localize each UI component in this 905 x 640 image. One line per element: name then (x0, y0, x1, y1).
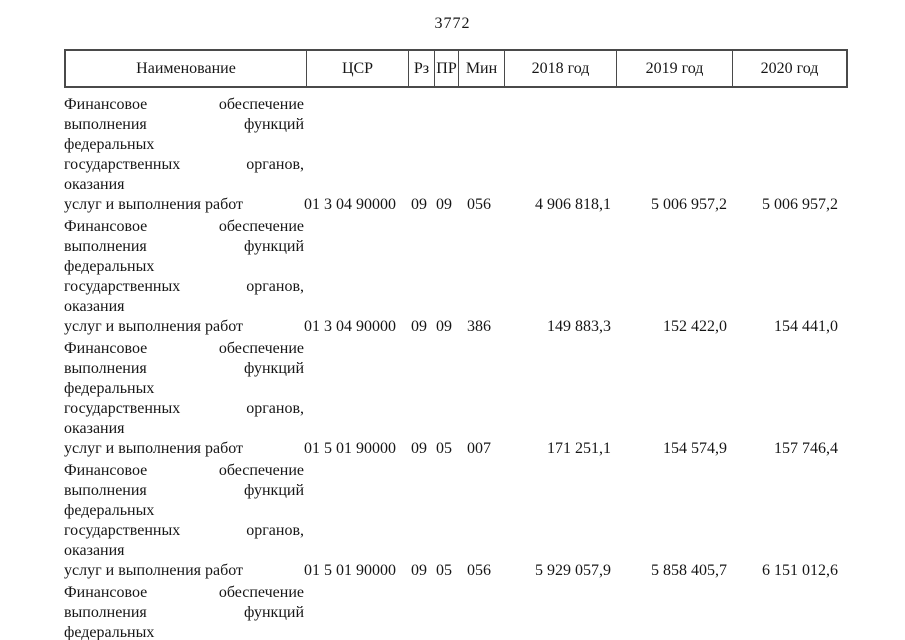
row-value-2018: 4 906 818,1 (535, 196, 611, 213)
row-min-code: 386 (467, 318, 491, 335)
header-cell-2018: 2018 год (504, 51, 616, 86)
row-name-line: услуг и выполнения работ (64, 318, 244, 335)
header-cell-2020: 2020 год (732, 51, 846, 86)
header-cell-csr: ЦСР (306, 51, 408, 86)
row-value-2019: 154 574,9 (663, 440, 727, 457)
row-name: Финансовое обеспечение выполнения функци… (64, 583, 304, 640)
row-name-line: государственных органов, оказания (64, 278, 304, 315)
row-pr-code: 05 (436, 440, 452, 457)
row-pr-code: 09 (436, 196, 452, 213)
row-name-line: Финансовое обеспечение (64, 218, 304, 235)
row-csr-code: 01 3 04 90000 (304, 196, 396, 213)
row-csr-code: 01 3 04 90000 (304, 318, 396, 335)
row-rz-code: 09 (411, 440, 427, 457)
row-name-line: государственных органов, оказания (64, 156, 304, 193)
row-name-line: выполнения функций федеральных (64, 604, 304, 640)
row-csr-code: 01 5 01 90000 (304, 440, 396, 457)
table-row: Финансовое обеспечение выполнения функци… (64, 461, 844, 581)
row-rz-code: 09 (411, 318, 427, 335)
header-cell-min: Мин (458, 51, 504, 86)
row-name-line: услуг и выполнения работ (64, 196, 244, 213)
row-value-2020: 157 746,4 (774, 440, 838, 457)
row-name-line: Финансовое обеспечение (64, 96, 304, 113)
table-body: Финансовое обеспечение выполнения функци… (64, 95, 844, 640)
row-value-2018: 171 251,1 (547, 440, 611, 457)
row-value-2019: 5 858 405,7 (651, 562, 727, 579)
table-row: Финансовое обеспечение выполнения функци… (64, 339, 844, 459)
row-rz-code: 09 (411, 562, 427, 579)
header-cell-name: Наименование (136, 59, 236, 77)
row-name-line: услуг и выполнения работ (64, 440, 244, 457)
row-pr-code: 05 (436, 562, 452, 579)
row-name: Финансовое обеспечение выполнения функци… (64, 217, 304, 337)
row-value-2020: 154 441,0 (774, 318, 838, 335)
header-cell-2019: 2019 год (616, 51, 732, 86)
row-name-line: государственных органов, оказания (64, 522, 304, 559)
row-value-2018: 5 929 057,9 (535, 562, 611, 579)
table-row: Финансовое обеспечение выполнения функци… (64, 95, 844, 215)
row-min-code: 056 (467, 562, 491, 579)
row-value-2019: 5 006 957,2 (651, 196, 727, 213)
row-rz-code: 09 (411, 196, 427, 213)
page-number: 3772 (434, 15, 471, 32)
row-name: Финансовое обеспечение выполнения функци… (64, 95, 304, 215)
table-row: Финансовое обеспечение выполнения функци… (64, 583, 844, 640)
row-name-line: выполнения функций федеральных (64, 360, 304, 397)
row-min-code: 056 (467, 196, 491, 213)
row-value-2019: 152 422,0 (663, 318, 727, 335)
row-name: Финансовое обеспечение выполнения функци… (64, 339, 304, 459)
row-name: Финансовое обеспечение выполнения функци… (64, 461, 304, 581)
row-name-line: выполнения функций федеральных (64, 482, 304, 519)
row-csr-code: 01 5 01 90000 (304, 562, 396, 579)
row-name-line: Финансовое обеспечение (64, 584, 304, 601)
row-pr-code: 09 (436, 318, 452, 335)
row-name-line: услуг и выполнения работ (64, 562, 244, 579)
header-cell-rz: Рз (408, 51, 434, 86)
row-name-line: Финансовое обеспечение (64, 340, 304, 357)
table-row: Финансовое обеспечение выполнения функци… (64, 217, 844, 337)
table-header-row: Наименование ЦСР Рз ПР Мин 2018 год 2019… (64, 49, 848, 88)
row-name-line: выполнения функций федеральных (64, 116, 304, 153)
row-value-2020: 6 151 012,6 (762, 562, 838, 579)
row-name-line: выполнения функций федеральных (64, 238, 304, 275)
row-name-line: Финансовое обеспечение (64, 462, 304, 479)
row-value-2020: 5 006 957,2 (762, 196, 838, 213)
row-name-line: государственных органов, оказания (64, 400, 304, 437)
header-cell-pr: ПР (434, 51, 458, 86)
row-value-2018: 149 883,3 (547, 318, 611, 335)
row-min-code: 007 (467, 440, 491, 457)
